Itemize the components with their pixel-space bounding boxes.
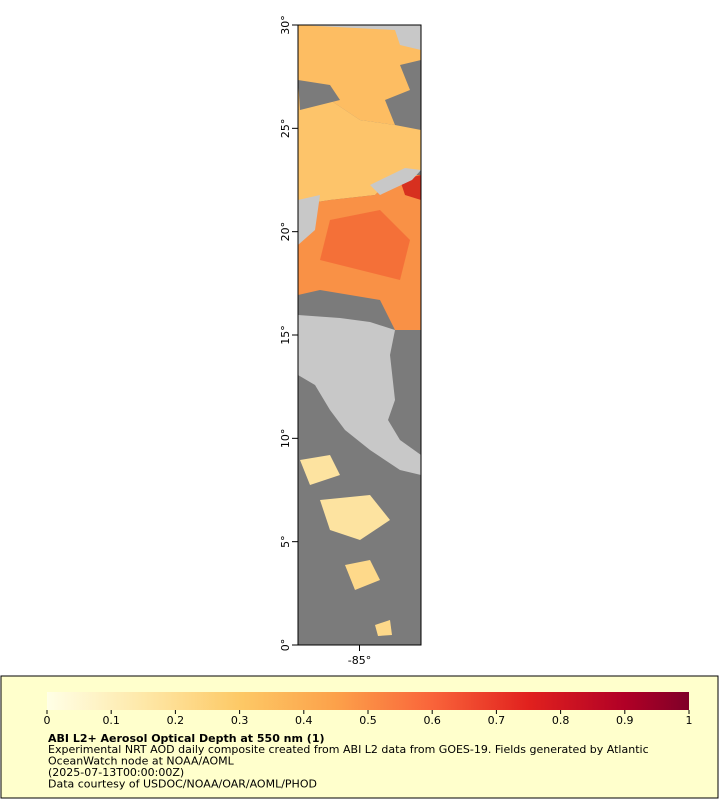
colorbar-tick-label: 0.4 — [295, 714, 313, 727]
colorbar-tick-label: 0 — [44, 714, 51, 727]
lat-tick-label: 20° — [279, 222, 292, 242]
map-image — [298, 25, 421, 645]
legend-lines: Experimental NRT AOD daily composite cre… — [48, 743, 649, 791]
legend-line: Experimental NRT AOD daily composite cre… — [48, 743, 649, 756]
colorbar-tick-label: 0.8 — [552, 714, 570, 727]
colorbar-tick-label: 0.2 — [167, 714, 185, 727]
colorbar-tick-label: 1 — [686, 714, 693, 727]
colorbar-axis: 0 0.1 0.2 0.3 0.4 0.5 0.6 0.7 0.8 0.9 1 — [44, 710, 693, 727]
lat-tick-label: 0° — [279, 639, 292, 652]
lat-tick-label: 25° — [279, 119, 292, 139]
lon-tick-label: -85° — [348, 654, 371, 667]
legend-title: ABI L2+ Aerosol Optical Depth at 550 nm … — [48, 732, 325, 745]
colorbar — [47, 692, 689, 710]
lat-tick-label: 15° — [279, 325, 292, 345]
lat-tick-label: 30° — [279, 15, 292, 35]
legend-line: Data courtesy of USDOC/NOAA/OAR/AOML/PHO… — [48, 778, 317, 791]
colorbar-tick-label: 0.3 — [231, 714, 249, 727]
colorbar-tick-label: 0.7 — [488, 714, 506, 727]
lat-tick-label: 10° — [279, 429, 292, 449]
axes: 0° 5° 10° 15° 20° 25° 30° -85° — [279, 15, 371, 667]
legend-line: (2025-07-13T00:00:00Z) — [48, 766, 184, 779]
colorbar-tick-label: 0.1 — [102, 714, 120, 727]
legend-line: OceanWatch node at NOAA/AOML — [48, 755, 235, 768]
lat-tick-label: 5° — [279, 535, 292, 548]
colorbar-tick-label: 0.6 — [423, 714, 441, 727]
colorbar-tick-label: 0.5 — [359, 714, 377, 727]
colorbar-tick-label: 0.9 — [616, 714, 634, 727]
